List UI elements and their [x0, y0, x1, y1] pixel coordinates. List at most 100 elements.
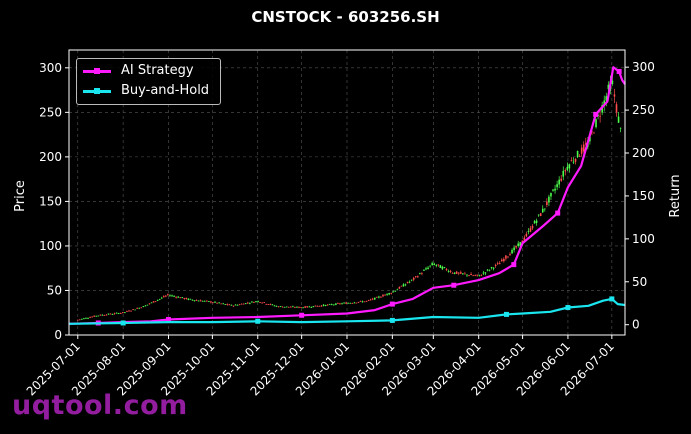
candle-body [537, 214, 540, 216]
candle-body [279, 306, 282, 307]
candle-body [246, 302, 249, 304]
candle-body [457, 272, 460, 274]
candle-body [234, 304, 237, 306]
candle-body [425, 268, 427, 270]
series-marker-ai-strategy [593, 111, 599, 117]
legend-label-buy-and-hold: Buy-and-Hold [121, 83, 210, 98]
candle-body [216, 302, 218, 304]
candle-body [494, 264, 497, 266]
candle-body [412, 277, 415, 280]
candle-body [257, 301, 259, 302]
candle-body [304, 306, 306, 308]
candle-body [509, 254, 511, 256]
candle-body [339, 303, 341, 305]
candle-body [187, 298, 190, 300]
candle-body [423, 270, 425, 272]
candle-body [404, 284, 407, 286]
candle-body [335, 303, 337, 305]
series-marker-ai-strategy [165, 317, 171, 323]
candle-body [97, 315, 100, 317]
candle-body [568, 164, 571, 169]
candle-body [408, 281, 411, 283]
candle-body [484, 272, 487, 274]
candle-body [396, 289, 399, 291]
candle-body [365, 300, 368, 302]
candle-body [124, 312, 126, 313]
candle-body [314, 305, 317, 307]
x-axis: 2025-07-012025-08-012025-09-012025-10-01… [24, 335, 617, 398]
candle-body [134, 309, 136, 311]
candle-body [562, 170, 565, 177]
candle-body [515, 246, 517, 248]
candle-body [179, 297, 181, 299]
series-lines [68, 66, 626, 326]
candle-body [427, 267, 429, 269]
candle-body [126, 311, 128, 312]
candle-body [369, 299, 372, 301]
candle-body [556, 184, 558, 188]
candle-body [242, 303, 245, 305]
candle-body [546, 201, 548, 205]
candle-body [191, 299, 194, 301]
candle-body [169, 295, 171, 297]
candle-body [482, 272, 485, 274]
candle-body [554, 188, 556, 191]
candle-body [160, 297, 163, 299]
candle-body [523, 237, 526, 241]
candle-body [238, 304, 241, 306]
candle-body [550, 192, 552, 197]
candle-body [382, 294, 384, 297]
candle-body [158, 298, 161, 300]
candle-body [330, 304, 333, 306]
candle-body [218, 302, 220, 304]
chart-title: CNSTOCK - 603256.SH [251, 8, 440, 26]
y-tick-label-right: 0 [632, 318, 640, 332]
candle-body [87, 318, 89, 319]
candle-body [498, 263, 501, 265]
candle-body [101, 314, 104, 316]
candle-body [390, 293, 392, 294]
candle-body [359, 301, 362, 302]
candle-body [89, 317, 91, 319]
candle-body [455, 271, 458, 274]
candle-body [300, 307, 302, 308]
candle-body [156, 300, 159, 301]
candle-body [109, 313, 112, 315]
candle-body [441, 266, 444, 270]
y-axis-label: Price [13, 180, 28, 212]
candle-body [263, 302, 265, 303]
candle-body [206, 300, 208, 302]
candle-body [341, 303, 343, 305]
price-candles [76, 74, 622, 321]
candle-body [564, 170, 567, 172]
candle-body [414, 276, 417, 278]
candle-body [490, 267, 493, 269]
watermark: uqtool.com [12, 390, 188, 421]
y-tick-label-right: 100 [632, 232, 655, 246]
series-marker-buy-and-hold [120, 320, 126, 326]
y-tick-label: 50 [47, 283, 62, 297]
y-tick-label: 150 [39, 194, 62, 208]
y-axis-label-right: Return [668, 174, 683, 217]
candle-body [333, 304, 335, 306]
candle-body [466, 274, 468, 276]
candle-body [615, 104, 618, 113]
legend-label-ai-strategy: AI Strategy [121, 63, 194, 78]
candle-body [232, 305, 235, 307]
candle-body [281, 306, 284, 308]
candle-body [394, 290, 397, 292]
candle-body [345, 302, 347, 304]
candle-body [421, 273, 423, 275]
candle-body [433, 263, 436, 266]
candle-body [146, 304, 149, 306]
candle-body [107, 313, 110, 315]
y-tick-label: 300 [39, 61, 62, 75]
candle-body [214, 301, 216, 303]
candle-body [310, 307, 313, 308]
candle-body [445, 269, 448, 271]
candle-body [103, 315, 106, 316]
candle-body [275, 305, 278, 307]
candle-body [91, 316, 93, 318]
candle-body [578, 155, 581, 157]
series-marker-buy-and-hold [389, 317, 395, 323]
